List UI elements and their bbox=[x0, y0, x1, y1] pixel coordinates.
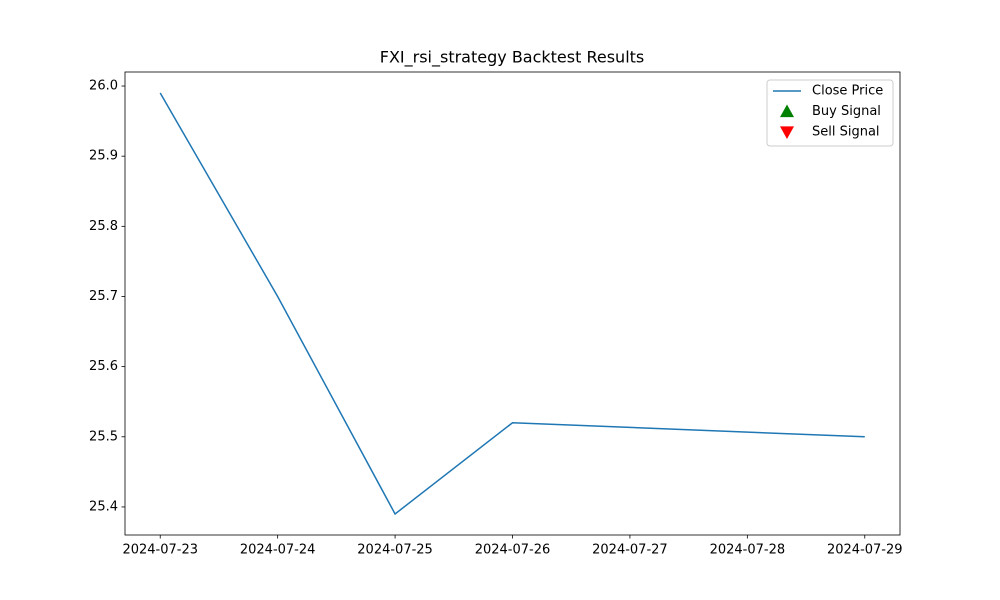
y-tick-label: 25.7 bbox=[89, 289, 118, 304]
legend-label: Close Price bbox=[812, 84, 883, 99]
x-tick-label: 2024-07-25 bbox=[357, 543, 433, 558]
legend-swatch bbox=[780, 126, 794, 139]
y-tick-label: 25.8 bbox=[89, 219, 118, 234]
y-tick-label: 25.4 bbox=[89, 499, 118, 514]
x-tick-label: 2024-07-23 bbox=[122, 543, 198, 558]
y-tick-label: 26.0 bbox=[89, 79, 118, 94]
plot-frame bbox=[124, 71, 901, 536]
legend-label: Sell Signal bbox=[812, 125, 880, 140]
y-tick-label: 25.9 bbox=[89, 149, 118, 164]
x-tick-label: 2024-07-24 bbox=[240, 543, 316, 558]
x-tick-label: 2024-07-27 bbox=[592, 543, 668, 558]
price-line bbox=[159, 92, 865, 516]
x-tick-label: 2024-07-26 bbox=[475, 543, 551, 558]
chart-title: FXI_rsi_strategy Backtest Results bbox=[380, 48, 645, 68]
legend-label: Buy Signal bbox=[812, 104, 881, 119]
y-tick-label: 25.6 bbox=[89, 359, 118, 374]
legend-swatch bbox=[780, 104, 794, 118]
x-tick-label: 2024-07-28 bbox=[710, 543, 786, 558]
legend-box bbox=[766, 79, 894, 147]
y-tick-label: 25.5 bbox=[89, 429, 118, 444]
x-tick-label: 2024-07-29 bbox=[827, 543, 903, 558]
